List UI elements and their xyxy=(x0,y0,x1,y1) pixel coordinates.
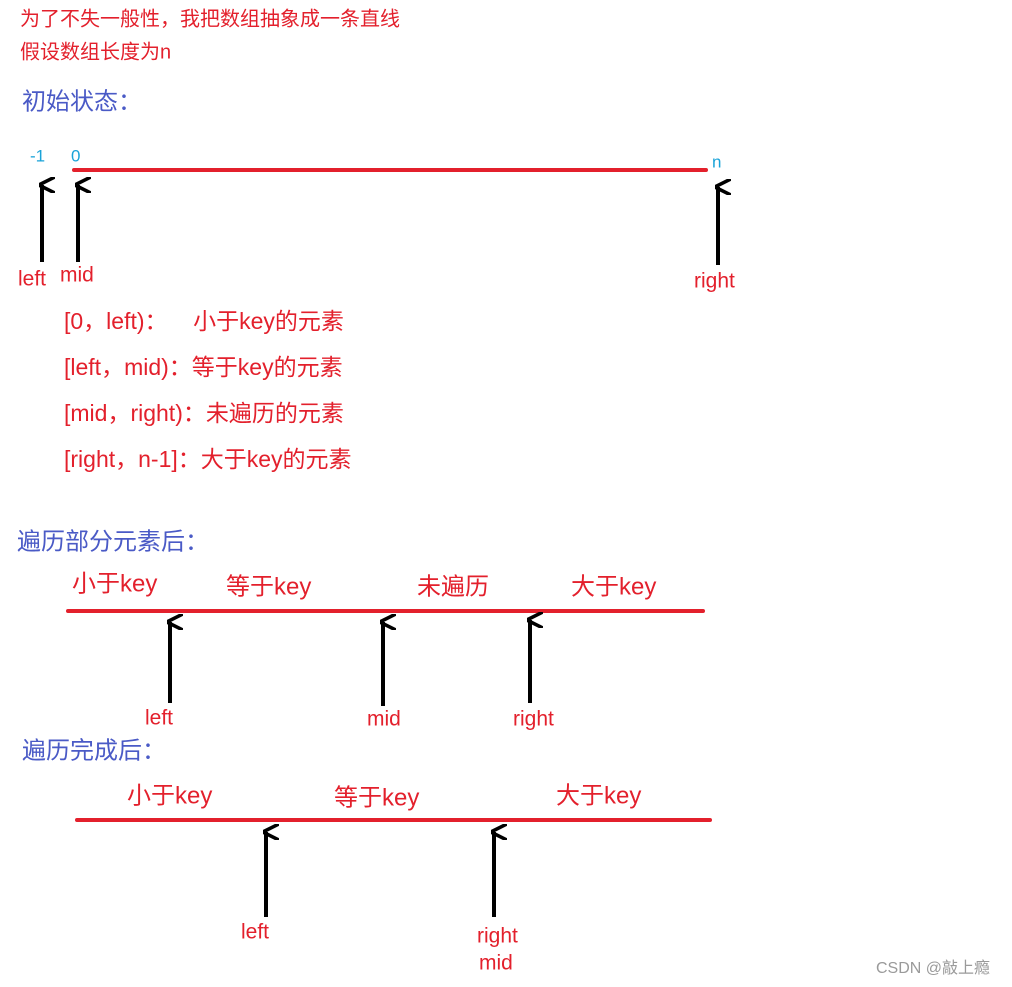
description: [right，n-1]：大于key的元素 xyxy=(64,446,352,472)
pointer-label: left xyxy=(241,921,269,944)
pointer-label: right xyxy=(513,708,554,731)
pointer-label: mid xyxy=(479,952,513,975)
pointer-label: left xyxy=(145,707,173,730)
index-label: -1 xyxy=(30,146,45,165)
segment-label: 等于key xyxy=(226,573,311,600)
segment-label: 等于key xyxy=(334,784,419,811)
pointer-label: left xyxy=(18,268,46,291)
watermark: CSDN @敲上瘾 xyxy=(876,959,990,977)
segment-label: 未遍历 xyxy=(417,573,489,600)
intro-line: 假设数组长度为n xyxy=(20,40,171,63)
segment-label: 小于key xyxy=(72,570,157,597)
section-heading: 初始状态： xyxy=(22,88,142,115)
section-heading: 遍历部分元素后： xyxy=(17,528,209,555)
description: [mid，right)：未遍历的元素 xyxy=(64,400,344,426)
section-heading: 遍历完成后： xyxy=(22,737,166,764)
pointer-label: right xyxy=(477,925,518,948)
pointer-label: mid xyxy=(60,264,94,287)
description: [left，mid)：等于key的元素 xyxy=(64,354,343,380)
intro-line: 为了不失一般性，我把数组抽象成一条直线 xyxy=(20,7,400,30)
segment-label: 小于key xyxy=(127,782,212,809)
segment-label: 大于key xyxy=(556,782,641,809)
pointer-label: mid xyxy=(367,708,401,731)
pointer-label: right xyxy=(694,270,735,293)
description: [0，left)： 小于key的元素 xyxy=(64,308,344,334)
index-label: 0 xyxy=(71,146,80,165)
segment-label: 大于key xyxy=(571,573,656,600)
index-label: n xyxy=(712,152,721,171)
